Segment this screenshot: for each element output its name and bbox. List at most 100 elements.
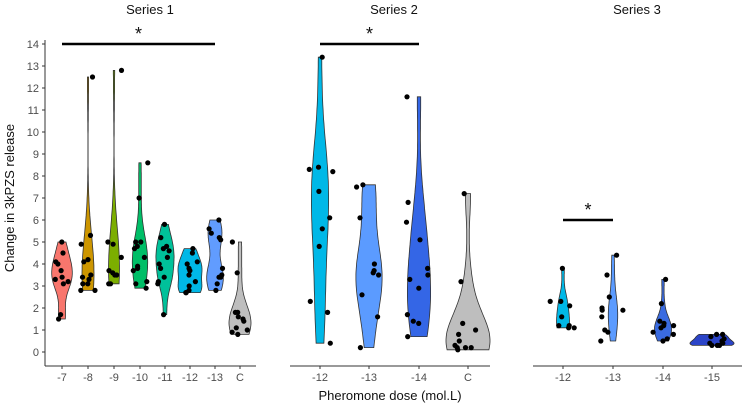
- data-point: [559, 314, 565, 320]
- data-point: [407, 276, 413, 282]
- data-point: [55, 261, 61, 267]
- data-point: [566, 325, 572, 331]
- data-point: [375, 314, 381, 320]
- data-point: [559, 265, 566, 271]
- data-point: [571, 325, 577, 331]
- data-point: [59, 239, 65, 245]
- data-point: [714, 331, 720, 337]
- data-point: [405, 199, 411, 205]
- panel-title-1: Series 1: [126, 2, 174, 17]
- data-point: [229, 329, 235, 335]
- data-point: [85, 257, 91, 263]
- data-point: [405, 334, 411, 340]
- data-point: [670, 331, 677, 337]
- data-point: [105, 239, 111, 245]
- violin--12: [311, 56, 329, 344]
- x-axis-label: Pheromone dose (mol.L): [318, 388, 461, 403]
- y-tick-label: 14: [27, 39, 39, 51]
- data-point: [359, 292, 365, 298]
- data-point: [138, 239, 144, 245]
- data-point: [80, 281, 86, 287]
- data-point: [161, 221, 168, 227]
- data-point: [216, 217, 222, 223]
- y-tick-label: 5: [33, 237, 39, 249]
- data-point: [599, 307, 605, 313]
- data-point: [468, 345, 474, 351]
- data-point: [327, 215, 333, 221]
- y-axis-label: Change in 3kPZS release: [2, 124, 17, 272]
- data-point: [118, 254, 124, 260]
- data-point: [87, 232, 94, 238]
- data-point: [404, 94, 410, 100]
- data-point: [194, 259, 200, 265]
- data-point: [558, 298, 564, 304]
- data-point: [306, 166, 312, 172]
- data-point: [118, 67, 125, 73]
- data-point: [370, 270, 376, 276]
- data-point: [235, 314, 241, 320]
- data-point: [161, 274, 167, 280]
- x-tick-label: -13: [207, 372, 223, 384]
- violin-C: [445, 193, 491, 351]
- data-point: [81, 259, 87, 265]
- data-point: [547, 298, 553, 304]
- data-point: [58, 312, 64, 318]
- data-point: [455, 347, 461, 353]
- data-point: [360, 182, 366, 188]
- data-point: [403, 219, 410, 225]
- data-point: [376, 272, 382, 278]
- data-point: [189, 250, 195, 256]
- data-point: [460, 320, 466, 326]
- x-tick-label: C: [236, 372, 244, 384]
- x-tick-label: -12: [312, 372, 328, 384]
- data-point: [456, 338, 462, 344]
- data-point: [135, 265, 141, 271]
- data-point: [315, 164, 322, 170]
- data-point: [206, 226, 212, 232]
- data-point: [650, 329, 656, 335]
- data-point: [235, 331, 241, 337]
- data-point: [186, 272, 192, 278]
- data-point: [158, 265, 164, 271]
- data-point: [161, 312, 167, 318]
- data-point: [52, 276, 58, 282]
- data-point: [186, 283, 192, 289]
- data-point: [567, 303, 573, 309]
- data-point: [133, 281, 139, 287]
- data-point: [614, 252, 620, 258]
- data-point: [214, 281, 220, 287]
- data-point: [114, 272, 120, 278]
- data-point: [192, 279, 198, 285]
- data-point: [371, 261, 377, 267]
- data-point: [58, 268, 64, 274]
- data-point: [92, 287, 98, 293]
- data-point: [319, 54, 325, 60]
- data-point: [462, 345, 469, 351]
- y-tick-label: 6: [33, 215, 39, 227]
- data-point: [155, 281, 161, 287]
- data-point: [330, 169, 336, 175]
- data-point: [141, 254, 147, 260]
- data-point: [599, 314, 605, 320]
- significance-star: *: [366, 24, 373, 44]
- significance-star: *: [135, 24, 142, 44]
- x-tick-label: C: [464, 372, 472, 384]
- data-point: [325, 309, 331, 315]
- data-point: [458, 279, 464, 285]
- data-point: [658, 301, 665, 307]
- x-tick-label: -15: [704, 372, 720, 384]
- data-point: [316, 188, 322, 194]
- data-point: [357, 215, 363, 221]
- data-point: [160, 246, 166, 252]
- x-tick-label: -13: [361, 372, 377, 384]
- data-point: [166, 248, 172, 254]
- y-tick-label: 1: [33, 325, 39, 337]
- y-tick-label: 4: [33, 259, 39, 271]
- x-tick-label: -9: [109, 372, 119, 384]
- data-point: [663, 276, 669, 282]
- data-point: [319, 226, 325, 232]
- x-tick-label: -12: [555, 372, 571, 384]
- data-point: [410, 318, 416, 324]
- data-point: [110, 241, 116, 247]
